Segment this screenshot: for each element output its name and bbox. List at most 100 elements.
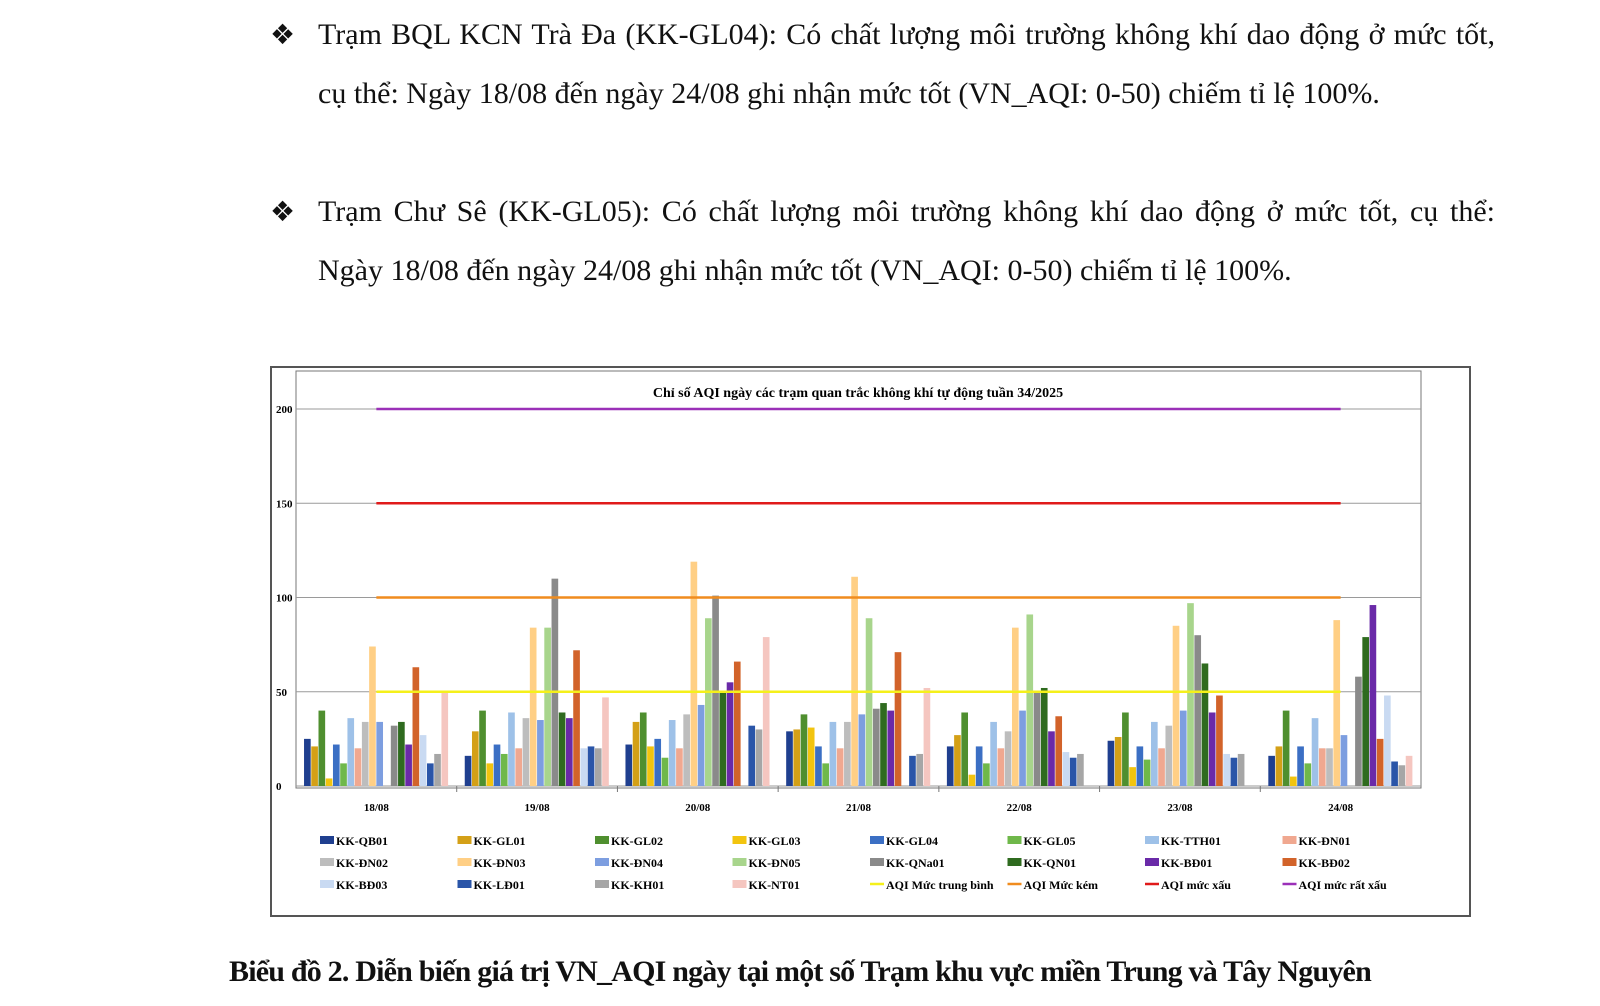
- bar-KK-ĐN01: [676, 748, 683, 786]
- bar-KK-LĐ01: [909, 755, 916, 786]
- bar-KK-GL01: [1114, 736, 1122, 786]
- legend-swatch: [320, 836, 334, 844]
- bar-KK-ĐN02: [361, 721, 369, 786]
- bar-KK-GL03: [807, 727, 815, 786]
- bar-KK-GL03: [1290, 776, 1297, 786]
- bar-KK-GL01: [471, 731, 479, 786]
- bar-KK-ĐN05: [705, 618, 712, 786]
- bar-KK-NT01: [1405, 755, 1413, 786]
- bar-KK-QNa01: [872, 708, 880, 786]
- bar-KK-BĐ02: [412, 667, 420, 786]
- figure-caption: Biểu đồ 2. Diễn biến giá trị VN_AQI ngày…: [229, 955, 1372, 988]
- legend-swatch: [1007, 836, 1022, 844]
- bar-KK-BĐ01: [1048, 731, 1055, 786]
- legend-swatch: [320, 858, 334, 866]
- bar-KK-GL01: [954, 735, 961, 786]
- bar-KK-GL01: [1275, 746, 1283, 786]
- bar-KK-ĐN04: [697, 704, 705, 786]
- bar-KK-GL05: [340, 763, 347, 786]
- bar-KK-ĐN04: [537, 720, 544, 786]
- bar-KK-BĐ01: [566, 718, 573, 786]
- bar-KK-KH01: [916, 753, 924, 786]
- legend-label: AQI Mức kém: [1024, 878, 1099, 892]
- legend-swatch: [870, 858, 884, 866]
- bar-KK-QB01: [304, 738, 311, 786]
- bar-KK-ĐN02: [1326, 748, 1333, 786]
- bar-KK-QB01: [1268, 755, 1275, 786]
- bar-KK-ĐN02: [1165, 725, 1173, 786]
- bar-KK-ĐN03: [851, 576, 858, 786]
- bar-KK-BĐ01: [1208, 712, 1216, 786]
- bar-KK-TTH01: [508, 712, 515, 786]
- paragraph-station-gl04: ❖ Trạm BQL KCN Trà Đa (KK-GL04): Có chất…: [270, 5, 1495, 123]
- bar-KK-BĐ02: [573, 650, 580, 786]
- chart-title: Chỉ số AQI ngày các trạm quan trắc không…: [653, 386, 1063, 401]
- bar-KK-QN01: [1201, 663, 1209, 786]
- bar-KK-QB01: [464, 755, 472, 786]
- bar-KK-LĐ01: [1069, 757, 1077, 786]
- legend-label: KK-BĐ03: [336, 878, 387, 892]
- bar-KK-BĐ01: [1369, 605, 1377, 786]
- legend-label: KK-LĐ01: [474, 878, 525, 892]
- bar-KK-GL02: [1122, 712, 1129, 786]
- bar-KK-ĐN03: [369, 646, 376, 786]
- x-tick-label: 23/08: [1167, 802, 1193, 814]
- bar-KK-GL02: [639, 712, 647, 786]
- bar-KK-QNa01: [551, 578, 559, 786]
- bar-KK-GL05: [983, 763, 990, 786]
- legend-swatch: [1007, 858, 1022, 866]
- bar-KK-NT01: [762, 637, 770, 786]
- bar-KK-GL02: [1282, 710, 1290, 786]
- bar-KK-QB01: [786, 731, 793, 786]
- y-tick-label: 150: [276, 498, 293, 510]
- bar-KK-GL02: [800, 714, 808, 786]
- x-tick-label: 24/08: [1328, 802, 1354, 814]
- legend-swatch: [457, 880, 472, 888]
- bar-KK-KH01: [594, 748, 602, 786]
- bar-KK-ĐN04: [376, 721, 384, 786]
- bar-KK-GL04: [815, 746, 822, 786]
- bar-KK-GL05: [1143, 759, 1151, 786]
- paragraph-station-gl05: ❖ Trạm Chư Sê (KK-GL05): Có chất lượng m…: [270, 182, 1495, 300]
- bar-KK-ĐN05: [865, 618, 873, 786]
- bar-KK-ĐN01: [515, 748, 523, 786]
- bar-KK-ĐN02: [522, 718, 530, 786]
- bar-KK-BĐ02: [1216, 695, 1223, 786]
- bar-KK-GL05: [661, 757, 669, 786]
- bar-KK-LĐ01: [1230, 757, 1238, 786]
- y-tick-label: 100: [276, 593, 293, 605]
- bar-KK-BĐ03: [580, 748, 588, 786]
- bar-KK-TTH01: [1311, 718, 1319, 786]
- legend-swatch: [732, 880, 747, 888]
- legend-label: KK-ĐN01: [1299, 834, 1351, 848]
- paragraph-text-gl04: Trạm BQL KCN Trà Đa (KK-GL04): Có chất l…: [318, 18, 1495, 110]
- bar-KK-GL01: [632, 721, 640, 786]
- bar-KK-KH01: [434, 753, 441, 786]
- diamond-bullet-icon: ❖: [270, 195, 296, 228]
- bar-KK-GL05: [822, 763, 829, 786]
- legend-label: AQI Mức trung bình: [886, 878, 994, 892]
- bar-KK-QN01: [880, 703, 887, 786]
- bar-KK-GL03: [1129, 767, 1136, 786]
- legend-swatch: [457, 836, 472, 844]
- bar-KK-TTH01: [1151, 721, 1158, 786]
- bar-KK-QNa01: [1194, 635, 1202, 786]
- legend-swatch: [870, 836, 884, 844]
- bar-KK-QB01: [625, 744, 633, 786]
- legend-label: KK-ĐN02: [336, 856, 388, 870]
- bar-KK-QN01: [558, 712, 566, 786]
- legend-swatch: [1282, 858, 1297, 866]
- bar-KK-ĐN02: [683, 714, 690, 786]
- bar-KK-GL03: [325, 778, 333, 786]
- legend-label: KK-QNa01: [886, 856, 945, 870]
- bar-KK-ĐN01: [836, 748, 844, 786]
- bar-KK-BĐ02: [733, 661, 741, 786]
- legend-swatch: [1145, 836, 1159, 844]
- bar-KK-BĐ03: [419, 735, 427, 786]
- legend-label: KK-QB01: [336, 834, 388, 848]
- legend-label: KK-GL04: [886, 834, 938, 848]
- bar-KK-GL05: [500, 753, 508, 786]
- bar-KK-QNa01: [1355, 676, 1362, 786]
- bar-KK-GL03: [968, 774, 976, 786]
- bar-KK-ĐN03: [1333, 620, 1341, 786]
